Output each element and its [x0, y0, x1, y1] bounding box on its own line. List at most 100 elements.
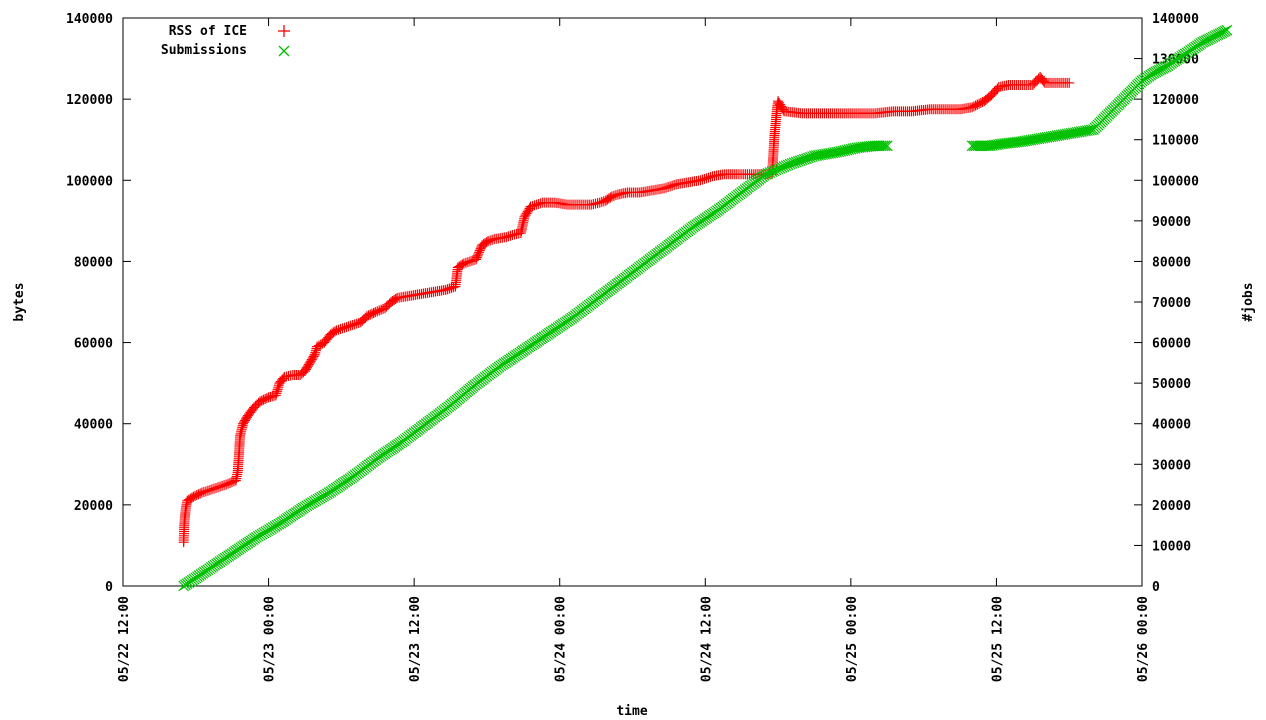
submission-point: [770, 164, 782, 176]
rss-point: [699, 173, 710, 184]
submission-point: [804, 151, 816, 163]
y2-axis-title: #jobs: [1241, 282, 1256, 321]
rss-point: [213, 482, 224, 493]
submission-point: [768, 165, 780, 177]
submission-point: [1153, 64, 1165, 76]
submission-point: [1155, 63, 1167, 75]
tick-marks: [122, 17, 1143, 587]
rss-point: [198, 487, 209, 498]
submission-point: [760, 168, 772, 180]
x-tick-labels: 05/22 12:00 05/23 00:00 05/23 12:00 05/24 0…: [117, 596, 1151, 682]
rss-point: [206, 484, 217, 495]
rss-point: [215, 481, 226, 492]
y2-tick-label: 140000: [1152, 12, 1199, 27]
rss-point: [531, 199, 542, 210]
rss-point: [204, 484, 215, 495]
y2-tick-label: 100000: [1152, 174, 1199, 189]
rss-point: [347, 319, 358, 330]
rss-point: [665, 181, 676, 192]
y2-tick-label: 30000: [1152, 458, 1191, 473]
y-tick-label: 100000: [66, 174, 113, 189]
rss-point: [608, 190, 619, 201]
submission-point: [1157, 63, 1169, 74]
y2-tick-label: 110000: [1152, 134, 1199, 149]
series-layer: [178, 24, 1233, 592]
rss-point: [273, 382, 284, 393]
rss-point: [535, 198, 546, 209]
rss-point: [663, 182, 674, 193]
submission-point: [784, 158, 796, 170]
submission-point: [1202, 34, 1214, 46]
rss-point: [310, 347, 321, 358]
submission-point: [786, 157, 798, 169]
rss-point: [343, 321, 354, 332]
y2-tick-label: 50000: [1152, 377, 1191, 392]
plot-frame: [122, 17, 1143, 587]
rss-point: [661, 182, 672, 193]
rss-point: [271, 388, 282, 399]
y2-tick-label: 0: [1152, 580, 1160, 595]
submission-point: [764, 167, 776, 178]
rss-point: [487, 234, 498, 245]
rss-point: [351, 318, 362, 329]
submission-point: [1200, 35, 1212, 47]
submission-point: [1212, 29, 1224, 40]
rss-point: [335, 324, 346, 335]
submission-point: [1211, 29, 1222, 41]
rss-point: [217, 480, 228, 491]
y-tick-label: 60000: [74, 337, 113, 352]
submission-point: [1084, 124, 1095, 136]
submission-point: [877, 140, 889, 152]
rss-point: [200, 486, 211, 497]
rss-point: [331, 325, 342, 336]
x-tick-label: 05/25 00:00: [845, 596, 860, 682]
submission-point: [1207, 31, 1219, 43]
submission-point: [1216, 27, 1228, 39]
rss-point: [345, 320, 356, 331]
legend-label-submissions: Submissions: [161, 43, 247, 58]
rss-point: [667, 180, 678, 191]
rss-point: [310, 345, 321, 356]
rss-point: [337, 323, 348, 334]
rss-point: [606, 191, 617, 202]
rss-point: [458, 258, 469, 269]
submission-point: [800, 153, 812, 165]
x-tick-label: 05/24 00:00: [554, 596, 569, 682]
y-tick-label: 0: [105, 580, 113, 595]
rss-point: [596, 196, 607, 207]
rss-point: [202, 485, 213, 496]
rss-point: [705, 171, 716, 182]
y-tick-label: 20000: [74, 499, 113, 514]
rss-point: [669, 180, 680, 191]
submission-point: [798, 153, 810, 165]
rss-point: [349, 319, 360, 330]
y2-tick-label: 20000: [1152, 499, 1191, 514]
y2-tick-label: 80000: [1152, 255, 1191, 270]
y-tick-label: 80000: [74, 255, 113, 270]
submission-point: [1159, 62, 1170, 73]
x-axis-title: time: [616, 704, 647, 719]
submission-point: [1086, 124, 1097, 136]
y-tick-label: 140000: [66, 12, 113, 27]
y2-tick-label: 70000: [1152, 296, 1191, 311]
legend-marker-rss: [278, 25, 290, 37]
y2-tick-label: 40000: [1152, 418, 1191, 433]
submission-point: [774, 162, 786, 174]
submission-point: [881, 140, 893, 152]
x-tick-label: 05/23 00:00: [263, 596, 278, 682]
x-tick-label: 05/22 12:00: [117, 596, 132, 682]
rss-point: [594, 197, 605, 208]
submission-point: [1148, 67, 1160, 79]
submission-point: [766, 166, 778, 178]
rss-point: [196, 487, 207, 498]
rss-point: [309, 349, 320, 360]
legend-marker-submissions: [278, 45, 290, 57]
submission-point: [780, 160, 792, 172]
submission-point: [792, 155, 804, 167]
rss-point: [333, 324, 344, 335]
y2-tick-label: 90000: [1152, 215, 1191, 230]
submission-point: [794, 155, 806, 167]
submission-point: [1198, 36, 1210, 47]
submission-point: [778, 161, 790, 173]
